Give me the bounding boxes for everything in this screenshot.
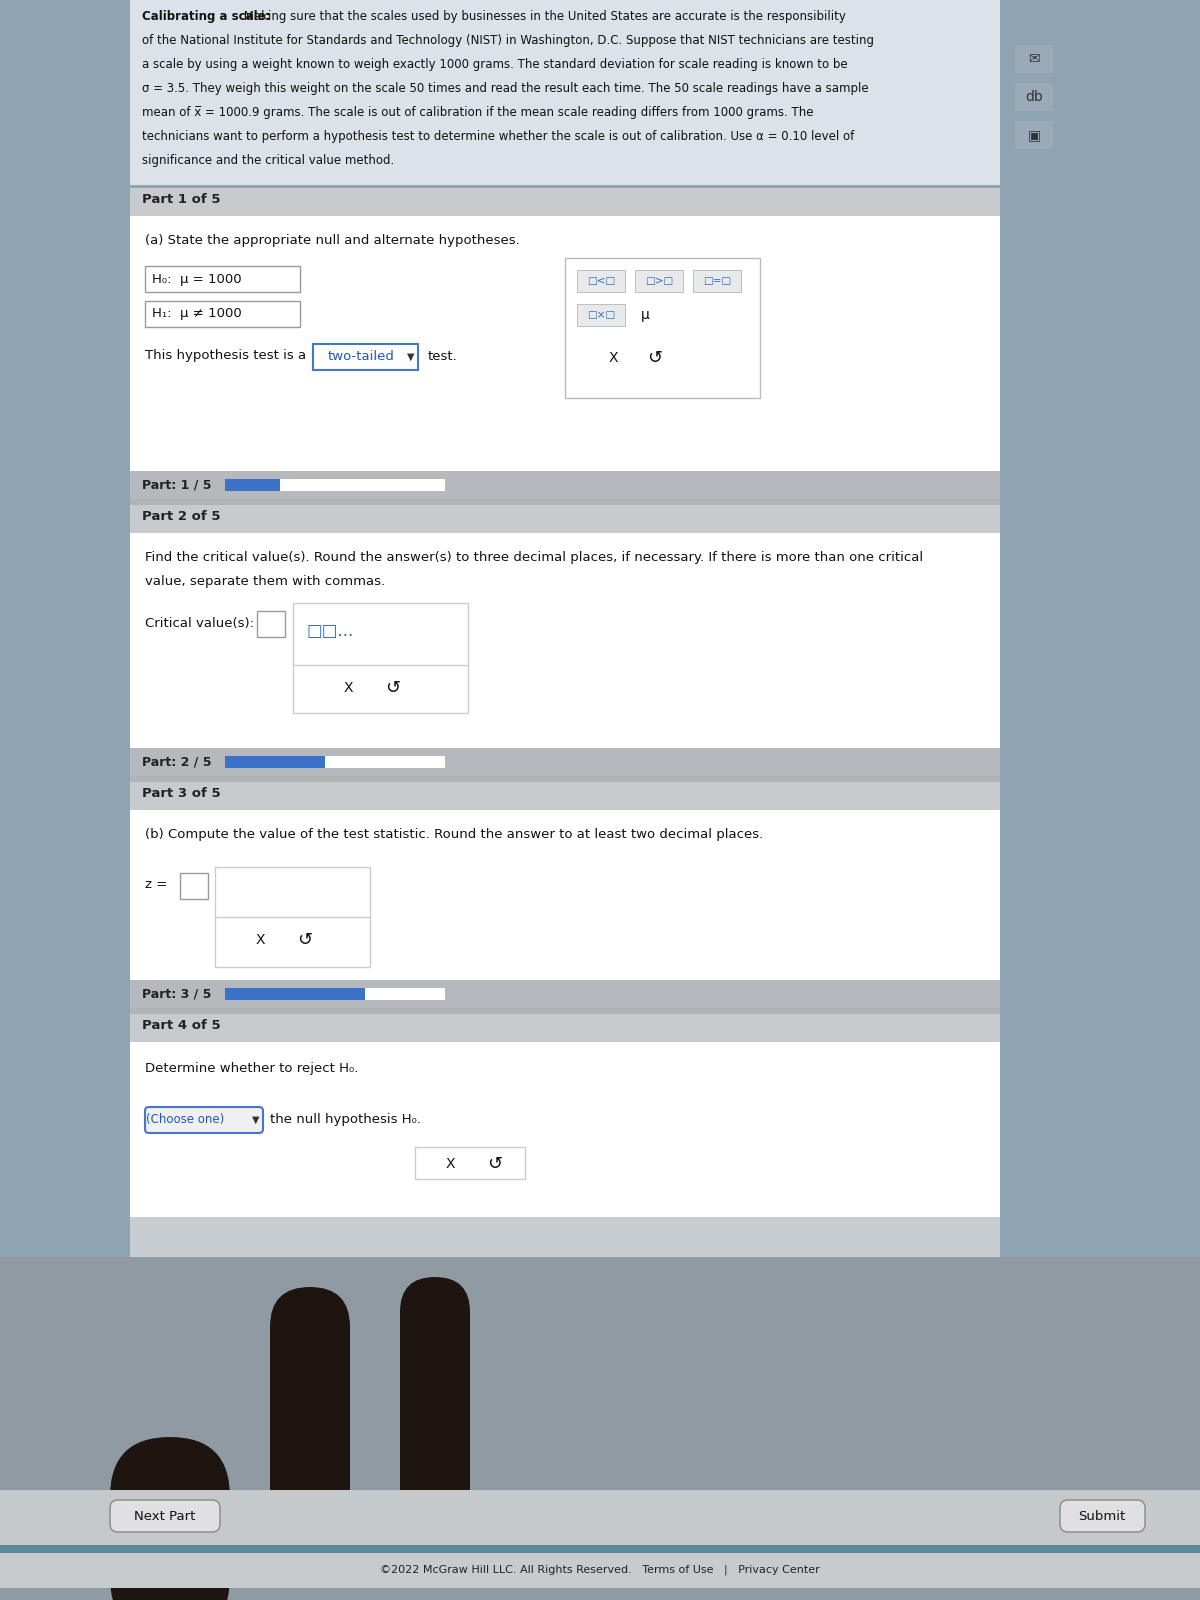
FancyBboxPatch shape	[130, 0, 1000, 186]
Text: ✉: ✉	[1028, 51, 1040, 66]
FancyBboxPatch shape	[130, 1042, 1000, 1218]
Text: ↺: ↺	[385, 678, 401, 698]
Text: the null hypothesis H₀.: the null hypothesis H₀.	[270, 1114, 421, 1126]
FancyBboxPatch shape	[577, 270, 625, 291]
FancyBboxPatch shape	[130, 1008, 1000, 1014]
Text: □<□: □<□	[587, 275, 616, 286]
Text: Making sure that the scales used by businesses in the United States are accurate: Making sure that the scales used by busi…	[240, 10, 846, 22]
Text: X: X	[445, 1157, 455, 1171]
Text: test.: test.	[428, 349, 457, 363]
FancyBboxPatch shape	[400, 1277, 470, 1557]
Text: X: X	[256, 933, 265, 947]
FancyBboxPatch shape	[145, 1107, 263, 1133]
Text: This hypothesis test is a: This hypothesis test is a	[145, 349, 306, 363]
FancyBboxPatch shape	[130, 749, 1000, 776]
Text: Critical value(s):: Critical value(s):	[145, 616, 254, 629]
FancyBboxPatch shape	[226, 478, 280, 491]
FancyBboxPatch shape	[110, 1501, 220, 1533]
FancyBboxPatch shape	[130, 979, 1000, 1008]
Text: Part 2 of 5: Part 2 of 5	[142, 510, 221, 523]
Text: X: X	[608, 350, 618, 365]
Text: Part 3 of 5: Part 3 of 5	[142, 787, 221, 800]
FancyBboxPatch shape	[130, 506, 1000, 533]
Text: ↺: ↺	[487, 1155, 503, 1173]
Text: (Choose one): (Choose one)	[146, 1114, 224, 1126]
Text: H₁:  μ ≠ 1000: H₁: μ ≠ 1000	[152, 307, 241, 320]
FancyBboxPatch shape	[226, 987, 445, 1000]
FancyBboxPatch shape	[110, 1437, 230, 1600]
Text: Part: 2 / 5: Part: 2 / 5	[142, 755, 211, 768]
FancyBboxPatch shape	[565, 258, 760, 398]
Text: □□...: □□...	[307, 622, 354, 640]
FancyBboxPatch shape	[226, 987, 365, 1000]
Text: Find the critical value(s). Round the answer(s) to three decimal places, if nece: Find the critical value(s). Round the an…	[145, 550, 923, 565]
Text: □×□: □×□	[587, 310, 616, 320]
FancyBboxPatch shape	[257, 611, 286, 637]
FancyBboxPatch shape	[130, 187, 1000, 216]
FancyBboxPatch shape	[1060, 1501, 1145, 1533]
FancyBboxPatch shape	[130, 776, 1000, 782]
Text: of the National Institute for Standards and Technology (NIST) in Washington, D.C: of the National Institute for Standards …	[142, 34, 874, 46]
Text: Part 4 of 5: Part 4 of 5	[142, 1019, 221, 1032]
FancyBboxPatch shape	[226, 757, 445, 768]
Text: Part 1 of 5: Part 1 of 5	[142, 194, 221, 206]
FancyBboxPatch shape	[313, 344, 418, 370]
FancyBboxPatch shape	[226, 478, 445, 491]
FancyBboxPatch shape	[130, 533, 1000, 749]
FancyBboxPatch shape	[577, 304, 625, 326]
Text: X: X	[343, 682, 353, 694]
FancyBboxPatch shape	[1015, 122, 1054, 149]
Text: technicians want to perform a hypothesis test to determine whether the scale is : technicians want to perform a hypothesis…	[142, 130, 854, 142]
Text: (a) State the appropriate null and alternate hypotheses.: (a) State the appropriate null and alter…	[145, 234, 520, 246]
Text: mean of x̅ = 1000.9 grams. The scale is out of calibration if the mean scale rea: mean of x̅ = 1000.9 grams. The scale is …	[142, 106, 814, 118]
FancyBboxPatch shape	[130, 810, 1000, 979]
FancyBboxPatch shape	[635, 270, 683, 291]
FancyBboxPatch shape	[1015, 45, 1054, 74]
FancyBboxPatch shape	[130, 1014, 1000, 1042]
FancyBboxPatch shape	[0, 1546, 1200, 1554]
FancyBboxPatch shape	[0, 1258, 1200, 1600]
FancyBboxPatch shape	[145, 266, 300, 291]
Text: □=□: □=□	[703, 275, 731, 286]
FancyBboxPatch shape	[1015, 83, 1054, 110]
FancyBboxPatch shape	[145, 301, 300, 326]
Text: Calibrating a scale:: Calibrating a scale:	[142, 10, 270, 22]
Text: ↺: ↺	[298, 931, 312, 949]
Text: μ: μ	[641, 307, 649, 322]
Text: ©2022 McGraw Hill LLC. All Rights Reserved.   Terms of Use   |   Privacy Center: ©2022 McGraw Hill LLC. All Rights Reserv…	[380, 1565, 820, 1576]
FancyBboxPatch shape	[226, 757, 325, 768]
FancyBboxPatch shape	[0, 1490, 1200, 1546]
FancyBboxPatch shape	[180, 874, 208, 899]
Text: two-tailed: two-tailed	[328, 350, 395, 363]
FancyBboxPatch shape	[415, 1147, 526, 1179]
Text: (b) Compute the value of the test statistic. Round the answer to at least two de: (b) Compute the value of the test statis…	[145, 829, 763, 842]
Text: Next Part: Next Part	[134, 1509, 196, 1523]
Text: ▼: ▼	[407, 352, 415, 362]
Text: value, separate them with commas.: value, separate them with commas.	[145, 574, 385, 587]
Text: Part: 1 / 5: Part: 1 / 5	[142, 478, 211, 491]
FancyBboxPatch shape	[130, 216, 1000, 470]
FancyBboxPatch shape	[130, 499, 1000, 506]
Text: z =: z =	[145, 878, 167, 891]
Text: db: db	[1025, 90, 1043, 104]
Text: □>□: □>□	[644, 275, 673, 286]
Text: Determine whether to reject H₀.: Determine whether to reject H₀.	[145, 1062, 359, 1075]
Text: Part: 3 / 5: Part: 3 / 5	[142, 987, 211, 1000]
Text: ↺: ↺	[648, 349, 662, 366]
Text: a scale by using a weight known to weigh exactly 1000 grams. The standard deviat: a scale by using a weight known to weigh…	[142, 58, 847, 70]
FancyBboxPatch shape	[0, 1554, 1200, 1587]
FancyBboxPatch shape	[270, 1286, 350, 1547]
FancyBboxPatch shape	[215, 867, 370, 966]
Text: significance and the critical value method.: significance and the critical value meth…	[142, 154, 395, 166]
FancyBboxPatch shape	[293, 603, 468, 714]
FancyBboxPatch shape	[130, 1218, 1000, 1258]
FancyBboxPatch shape	[130, 470, 1000, 499]
FancyBboxPatch shape	[694, 270, 742, 291]
FancyBboxPatch shape	[130, 782, 1000, 810]
Text: ▣: ▣	[1027, 128, 1040, 142]
Text: Submit: Submit	[1079, 1509, 1126, 1523]
Text: σ = 3.5. They weigh this weight on the scale 50 times and read the result each t: σ = 3.5. They weigh this weight on the s…	[142, 82, 869, 94]
Text: ▼: ▼	[252, 1115, 259, 1125]
Text: H₀:  μ = 1000: H₀: μ = 1000	[152, 272, 241, 285]
